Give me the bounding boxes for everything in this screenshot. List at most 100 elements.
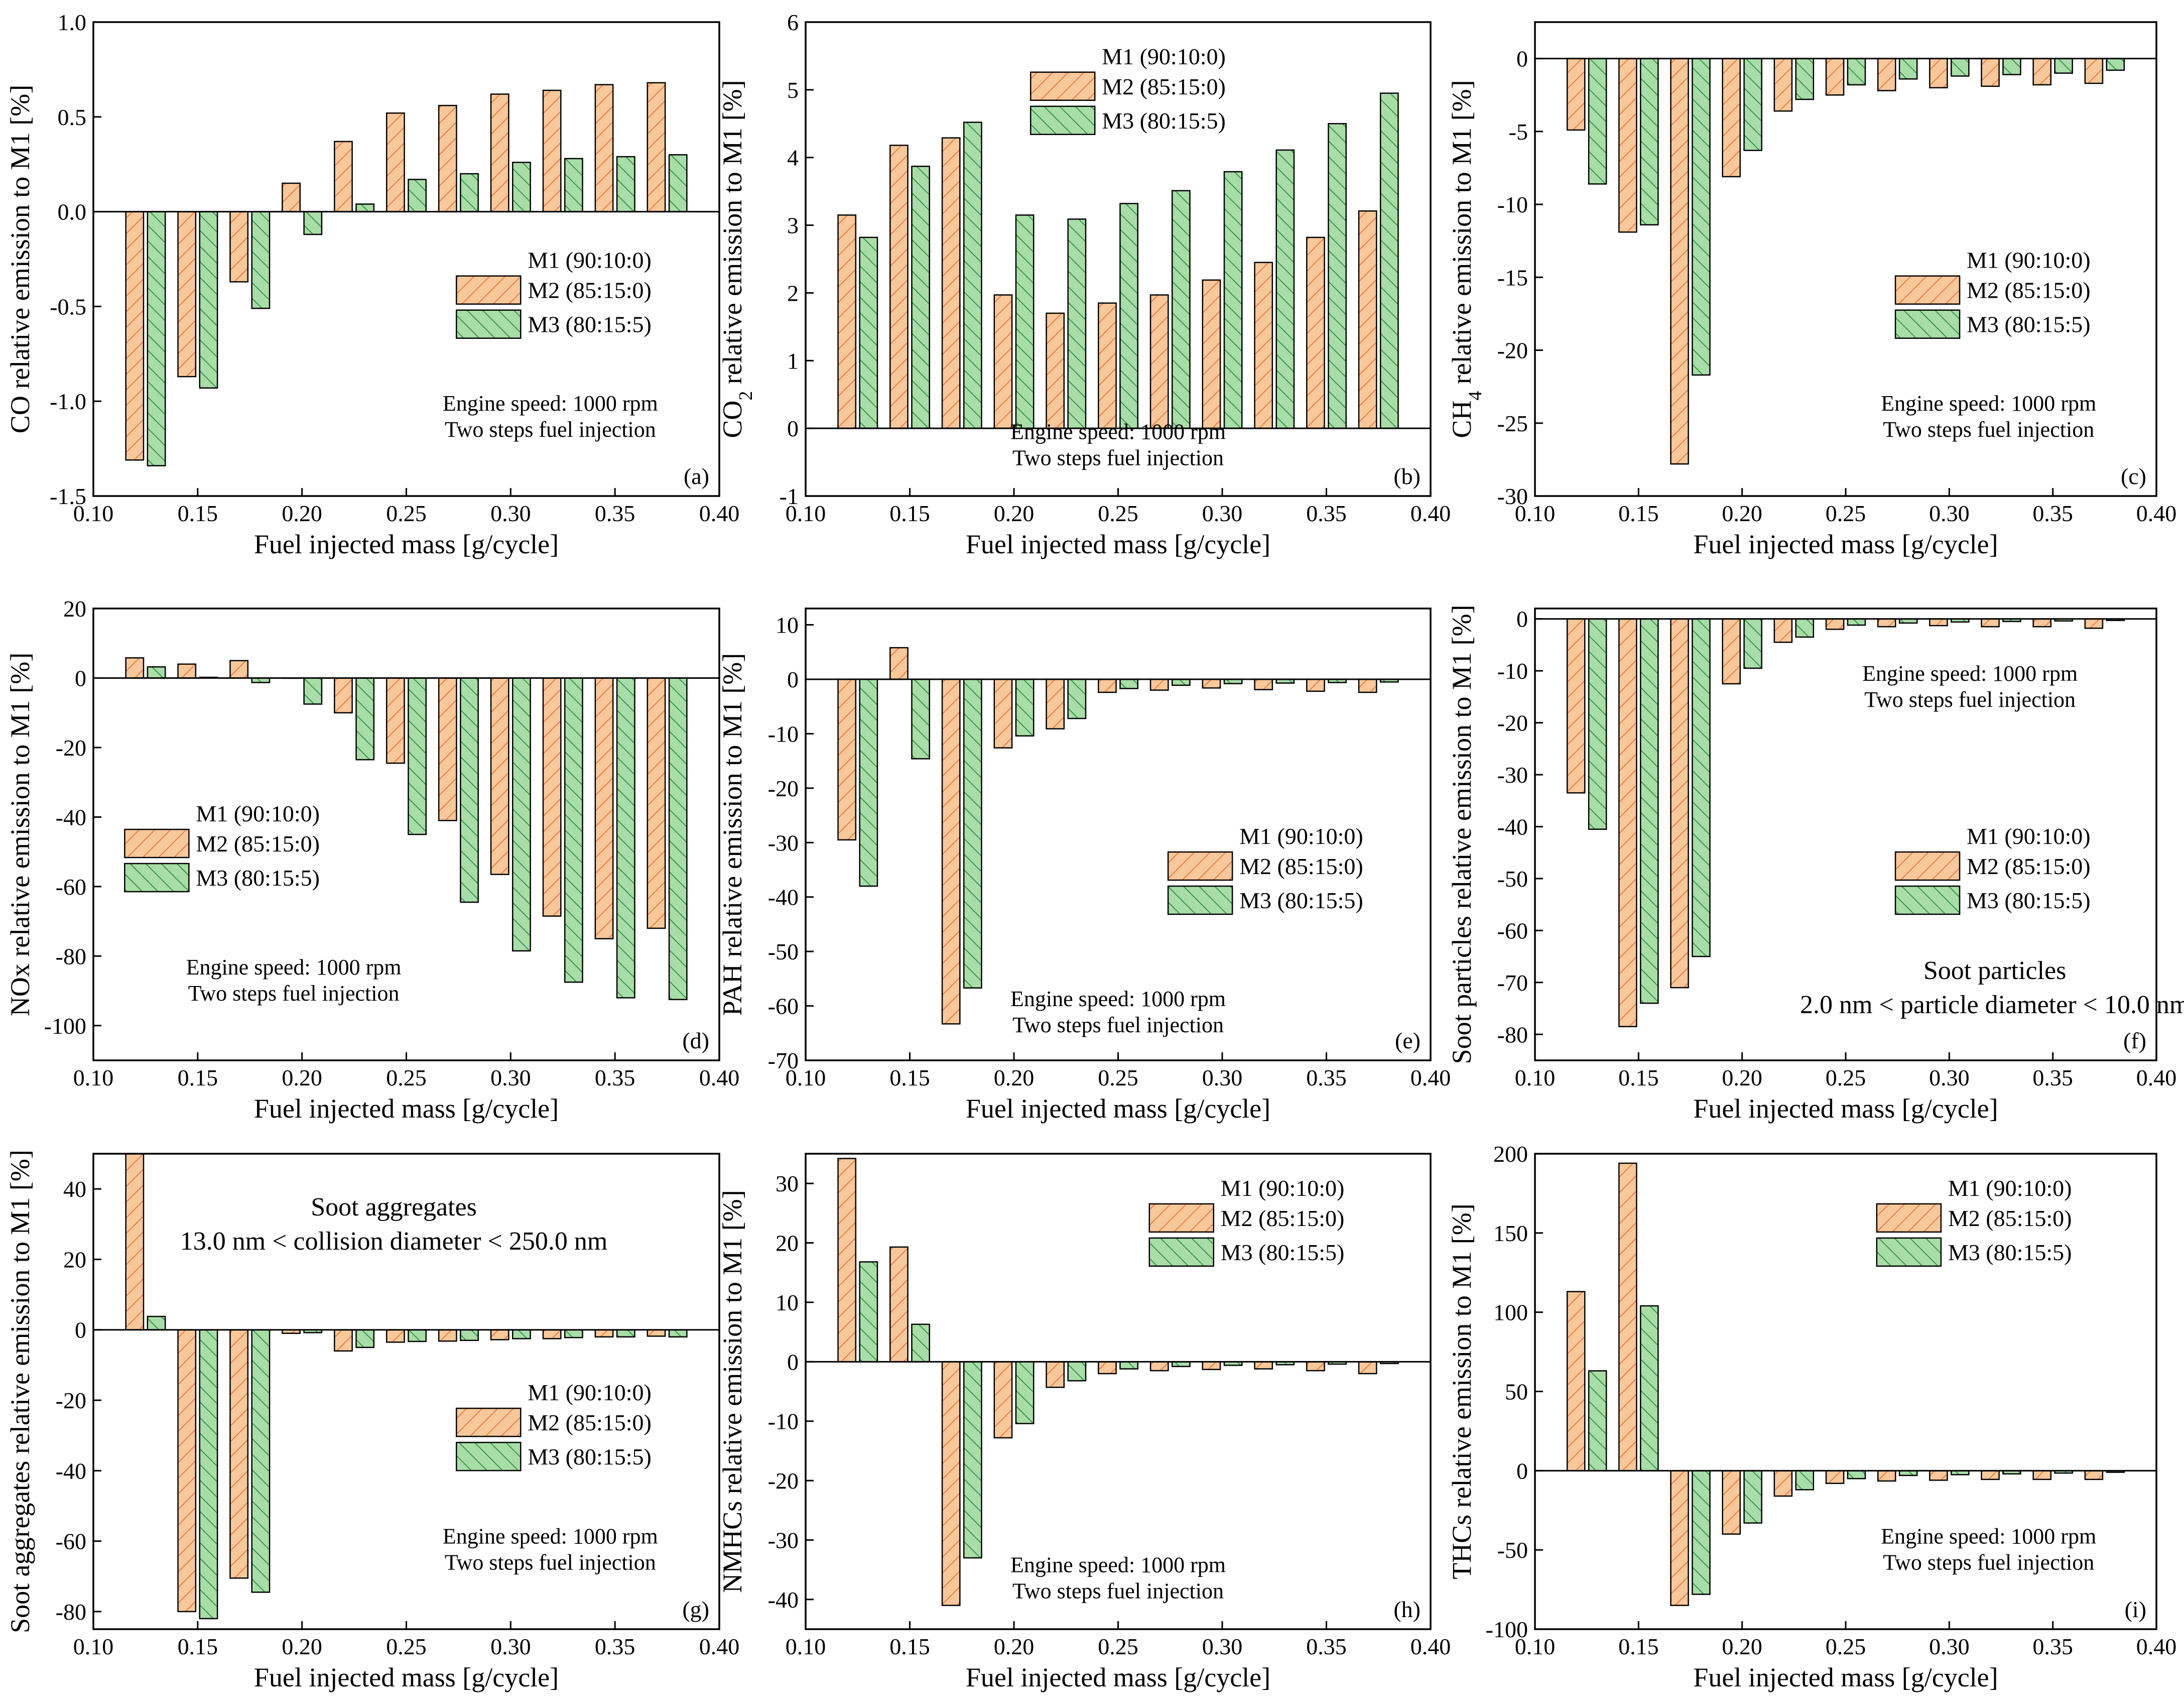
- y-axis-label: CH4 relative emission to M1 [%]: [1447, 80, 1486, 438]
- panel-c: 0.10 0.15 0.20 0.25 0.30 0.35 0.40 0 -5 -10 -15 -20…: [1447, 21, 2176, 559]
- bar-m2: [889, 1246, 909, 1363]
- x-axis-label: Fuel injected mass [g/cycle]: [254, 529, 559, 559]
- bar-m2: [490, 1329, 509, 1340]
- x-tick-label: 0.35: [595, 501, 635, 526]
- bar-m2: [282, 182, 301, 212]
- x-tick-label: 0.10: [786, 1065, 826, 1090]
- bar-m3: [408, 1329, 427, 1343]
- y-axis-label: THCs relative emission to M1 [%]: [1447, 1203, 1477, 1579]
- y-tick-label: 100: [1493, 1300, 1528, 1325]
- bar-m2: [2084, 1470, 2104, 1480]
- y-tick-label: 20: [63, 596, 86, 622]
- extra-annotation-text: Soot aggregates: [311, 1193, 477, 1222]
- bar-m2: [1670, 618, 1689, 989]
- y-tick-label: -50: [1497, 1537, 1528, 1563]
- y-axis-label: NOx relative emission to M1 [%]: [5, 653, 35, 1016]
- annotation-text: Engine speed: 1000 rpm: [1862, 661, 2078, 686]
- bar-m3: [859, 678, 878, 887]
- bar-m2: [490, 677, 509, 875]
- y-tick-label: 20: [63, 1247, 86, 1272]
- x-tick-label: 0.35: [595, 1634, 635, 1659]
- y-tick-label: -20: [56, 1388, 86, 1413]
- bar-m2: [438, 104, 457, 212]
- x-axis-label: Fuel injected mass [g/cycle]: [966, 1662, 1270, 1692]
- bar-m2: [2032, 58, 2051, 86]
- bar-m2: [1670, 1470, 1689, 1606]
- bar-m3: [1640, 58, 1659, 225]
- bar-m2: [334, 677, 353, 713]
- bar-m2: [1202, 1361, 1221, 1370]
- y-tick-label: -40: [56, 1458, 86, 1484]
- legend-entry: M3 (80:15:5): [196, 865, 320, 891]
- y-tick-label: -80: [1497, 1022, 1528, 1047]
- y-tick-label: 10: [776, 1290, 799, 1315]
- bar-m3: [911, 165, 930, 429]
- x-tick-label: 0.35: [1306, 1634, 1347, 1659]
- bars-f: [1566, 618, 2125, 1028]
- x-tick-label: 0.30: [1929, 1634, 1970, 1659]
- bar-m2: [386, 1329, 405, 1343]
- x-tick-label: 0.10: [786, 501, 826, 526]
- bar-m2: [1670, 58, 1689, 465]
- legend-entry: M2 (85:15:0): [528, 1410, 652, 1435]
- bar-m3: [1692, 618, 1711, 957]
- y-tick-label: 6: [787, 10, 799, 35]
- x-tick-label: 0.40: [699, 1065, 740, 1090]
- y-tick-label: 10: [776, 613, 799, 638]
- panel-label: (d): [682, 1028, 709, 1053]
- legend-entry: M2 (85:15:0): [1967, 278, 2091, 303]
- y-tick-label: -70: [768, 1048, 799, 1073]
- x-tick-label: 0.35: [1306, 1065, 1347, 1090]
- bar-m3: [1015, 1361, 1035, 1424]
- bar-m2: [386, 112, 405, 212]
- legend-title: M1 (90:10:0): [1967, 248, 2091, 273]
- legend-title: M1 (90:10:0): [1102, 44, 1226, 69]
- bar-m3: [911, 1323, 930, 1363]
- bar-m2: [125, 211, 145, 461]
- bar-m2: [1046, 312, 1065, 429]
- y-tick-label: 3: [787, 213, 799, 238]
- annotation-text: Two steps fuel injection: [1883, 1550, 2094, 1575]
- bar-m3: [355, 203, 375, 212]
- panel-label: (c): [2121, 463, 2146, 489]
- y-tick-label: 0.0: [58, 199, 87, 225]
- bar-m3: [1743, 58, 1762, 151]
- legend-swatch-m2: [1894, 851, 1961, 881]
- annotation-text: Engine speed: 1000 rpm: [443, 391, 658, 416]
- bar-m2: [229, 211, 249, 283]
- panel-d: 0.10 0.15 0.20 0.25 0.30 0.35 0.40 20 0 -20 -40 -60…: [5, 596, 739, 1124]
- bar-m3: [1379, 92, 1399, 429]
- y-tick-label: -60: [1497, 918, 1528, 943]
- y-tick-label: -30: [1497, 483, 1528, 509]
- x-axis-label: Fuel injected mass [g/cycle]: [966, 1093, 1270, 1124]
- x-tick-label: 0.35: [1306, 501, 1347, 526]
- x-tick-label: 0.40: [2136, 1065, 2177, 1090]
- bar-m3: [564, 158, 583, 212]
- x-tick-label: 0.25: [1826, 1634, 1866, 1659]
- legend: M1 (90:10:0) M2 (85:15:0) M3 (80:15:5): [124, 801, 320, 893]
- y-tick-label: 0: [75, 1317, 86, 1343]
- legend-swatch-m3: [1030, 105, 1096, 136]
- legend-entry: M2 (85:15:0): [1239, 853, 1363, 879]
- y-tick-label: -100: [44, 1013, 86, 1039]
- x-axis-label: Fuel injected mass [g/cycle]: [254, 1662, 559, 1692]
- y-tick-label: -1.0: [50, 389, 86, 414]
- legend-swatch-m2: [1148, 1203, 1214, 1233]
- bar-m3: [564, 1329, 583, 1338]
- legend-entry: M2 (85:15:0): [1948, 1205, 2072, 1231]
- annotation-text: Engine speed: 1000 rpm: [1010, 987, 1226, 1011]
- x-tick-label: 0.30: [490, 1065, 531, 1090]
- extra-annotation-text: Soot particles: [1923, 956, 2067, 985]
- y-tick-label: -40: [1497, 814, 1528, 839]
- legend-swatch-m3: [1148, 1237, 1214, 1267]
- bar-m2: [1306, 678, 1325, 692]
- y-tick-label: -20: [768, 1468, 799, 1494]
- legend-swatch-m3: [1894, 885, 1961, 915]
- annotation-text: Two steps fuel injection: [1883, 417, 2094, 442]
- bar-m2: [229, 1329, 249, 1579]
- bar-m2: [889, 145, 909, 429]
- bar-m3: [355, 1329, 375, 1349]
- x-tick-label: 0.25: [1826, 1065, 1866, 1090]
- bar-m2: [647, 677, 666, 929]
- bar-m3: [1743, 1470, 1762, 1524]
